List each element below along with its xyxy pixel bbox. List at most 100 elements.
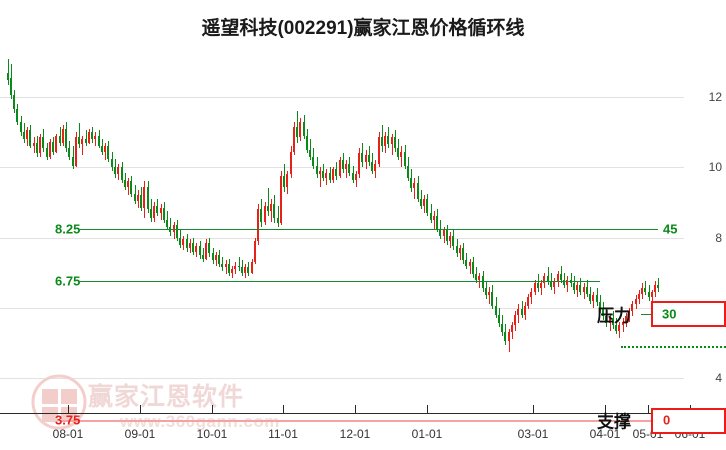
x-axis-tick-mark	[283, 405, 284, 413]
x-axis-label: 12-01	[339, 427, 371, 441]
candle-body	[557, 274, 559, 282]
forecast-tick-mark	[648, 405, 649, 413]
candle-body	[26, 130, 28, 140]
candle-body	[59, 135, 61, 143]
gridline	[0, 97, 684, 99]
candle-body	[391, 137, 393, 145]
candle-body	[179, 237, 181, 245]
candle-wick	[239, 256, 240, 271]
candle-wick	[226, 260, 227, 275]
candle-body	[339, 160, 341, 177]
candle-body	[596, 295, 598, 303]
candle-body	[501, 323, 503, 333]
candle-body	[244, 267, 246, 273]
candle-body	[75, 137, 77, 166]
candle-body	[140, 195, 142, 208]
candle-body	[153, 205, 155, 219]
candle-body	[459, 248, 461, 254]
candle-body	[39, 137, 41, 154]
candle-body	[631, 304, 633, 312]
x-axis-label: 03-01	[517, 427, 549, 441]
candle-body	[23, 132, 25, 140]
y-axis-label: 4	[715, 370, 722, 385]
candle-body	[651, 291, 653, 298]
candle-body	[309, 149, 311, 157]
candle-body	[462, 248, 464, 261]
candle-body	[583, 286, 585, 292]
candle-wick	[82, 135, 83, 156]
candle-wick	[470, 258, 471, 275]
candle-body	[612, 318, 614, 326]
x-axis-label: 10-01	[196, 427, 228, 441]
candle-body	[648, 291, 650, 298]
candle-body	[508, 332, 510, 342]
watermark-brand: 赢家江恩软件	[88, 383, 245, 411]
resistance-value-box[interactable]	[651, 301, 726, 327]
candle-body	[91, 132, 93, 140]
candle-body	[504, 332, 506, 342]
candle-body	[329, 172, 331, 180]
support-value-box[interactable]	[651, 408, 726, 434]
candle-body	[88, 132, 90, 143]
candle-body	[208, 242, 210, 254]
y-axis-label: 12	[708, 90, 722, 105]
candle-body	[410, 177, 412, 189]
candle-body	[576, 284, 578, 291]
candle-body	[286, 174, 288, 187]
candle-body	[78, 137, 80, 145]
gann-price-label: 8.25	[55, 221, 81, 237]
candle-body	[622, 321, 624, 326]
candle-body	[537, 283, 539, 289]
candle-body	[55, 135, 57, 152]
candle-body	[478, 276, 480, 280]
x-axis-tick-mark	[605, 405, 606, 413]
candle-body	[641, 288, 643, 294]
candle-body	[111, 158, 113, 168]
candle-body	[156, 205, 158, 213]
candle-body	[225, 263, 227, 268]
candle-wick	[86, 130, 87, 147]
resistance-value: 30	[662, 306, 677, 322]
candle-body	[49, 142, 51, 157]
candle-body	[517, 309, 519, 315]
candle-body	[381, 137, 383, 147]
y-axis-label: 8	[715, 230, 722, 245]
candle-body	[527, 297, 529, 306]
x-axis-tick-mark	[355, 405, 356, 413]
candle-body	[514, 314, 516, 326]
support-price-line	[60, 420, 660, 422]
candle-body	[433, 216, 435, 220]
candle-body	[345, 163, 347, 170]
support-value: 0	[663, 412, 671, 428]
candle-body	[498, 314, 500, 324]
candle-wick	[548, 267, 549, 285]
gann-degree-label: 45	[663, 221, 678, 237]
candle-wick	[95, 132, 96, 147]
candle-body	[42, 137, 44, 148]
gridline	[0, 307, 684, 309]
x-axis-label: 01-01	[411, 427, 443, 441]
candle-body	[293, 126, 295, 152]
candle-body	[348, 163, 350, 173]
resistance-annotation-label: 压力	[597, 306, 631, 326]
candle-body	[280, 176, 282, 224]
x-axis-line	[0, 413, 684, 414]
candle-body	[654, 284, 656, 292]
candle-body	[625, 316, 627, 322]
candle-body	[358, 153, 360, 175]
candle-body	[306, 135, 308, 150]
candle-wick	[320, 167, 321, 187]
candle-wick	[489, 286, 490, 305]
candle-wick	[551, 272, 552, 291]
candle-body	[290, 151, 292, 175]
candle-wick	[479, 272, 480, 289]
candle-body	[404, 151, 406, 166]
candle-body	[417, 183, 419, 199]
candle-body	[485, 288, 487, 296]
candle-body	[495, 305, 497, 315]
candle-body	[267, 205, 269, 212]
candle-body	[635, 298, 637, 305]
candle-body	[540, 283, 542, 289]
candle-body	[605, 316, 607, 324]
candle-body	[534, 283, 536, 292]
